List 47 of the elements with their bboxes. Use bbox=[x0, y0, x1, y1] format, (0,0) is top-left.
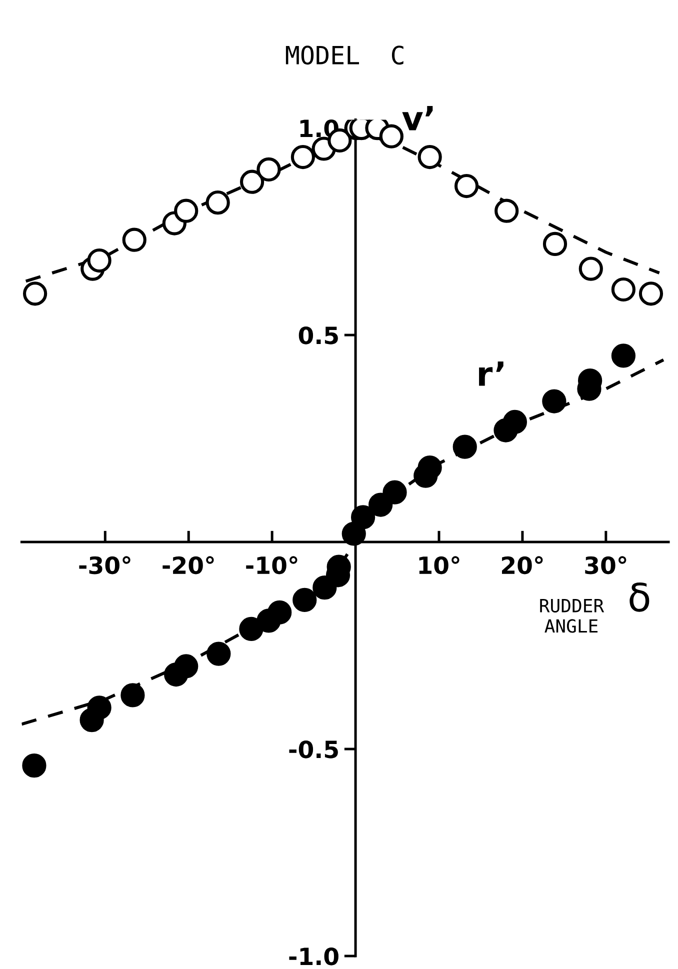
point bbox=[164, 662, 188, 687]
point bbox=[290, 144, 316, 170]
point bbox=[174, 198, 198, 223]
point bbox=[379, 124, 404, 148]
x-axis-title: δ bbox=[630, 582, 650, 612]
chart-title: MODEL C bbox=[286, 46, 404, 65]
point bbox=[240, 170, 264, 194]
series-label: v’ bbox=[402, 106, 433, 130]
point bbox=[122, 228, 146, 252]
point bbox=[22, 754, 46, 778]
point bbox=[256, 157, 281, 182]
x-tick-label: 30° bbox=[585, 556, 626, 574]
point bbox=[542, 232, 568, 256]
point bbox=[120, 683, 145, 708]
series-label: r’ bbox=[479, 361, 504, 386]
point bbox=[292, 588, 317, 612]
x-tick-label: 20° bbox=[502, 556, 543, 574]
point bbox=[494, 418, 518, 442]
point bbox=[312, 576, 337, 600]
point bbox=[368, 492, 393, 517]
y-tick-label: -0.5 bbox=[289, 740, 338, 758]
point bbox=[578, 256, 603, 281]
point bbox=[22, 282, 48, 306]
y-tick-label: -1.0 bbox=[289, 947, 338, 966]
point bbox=[80, 708, 104, 732]
x-tick-label: 10° bbox=[419, 556, 460, 574]
point bbox=[206, 642, 231, 666]
point bbox=[494, 198, 519, 223]
y-tick-label: 0.5 bbox=[298, 326, 338, 344]
point bbox=[611, 277, 636, 302]
annotation: RUDDER ANGLE bbox=[540, 599, 604, 633]
point bbox=[350, 505, 376, 530]
point bbox=[542, 389, 566, 414]
point bbox=[418, 144, 442, 170]
point bbox=[256, 608, 281, 633]
point bbox=[452, 434, 477, 459]
point bbox=[87, 248, 112, 273]
x-tick-label: -30° bbox=[79, 556, 130, 574]
point bbox=[611, 344, 636, 368]
point bbox=[454, 174, 479, 198]
line-series bbox=[22, 358, 666, 726]
point bbox=[342, 522, 366, 546]
point bbox=[239, 616, 264, 642]
x-tick-label: -20° bbox=[162, 556, 214, 574]
point bbox=[638, 282, 664, 306]
x-tick-label: -10° bbox=[246, 556, 298, 574]
point bbox=[206, 190, 230, 215]
